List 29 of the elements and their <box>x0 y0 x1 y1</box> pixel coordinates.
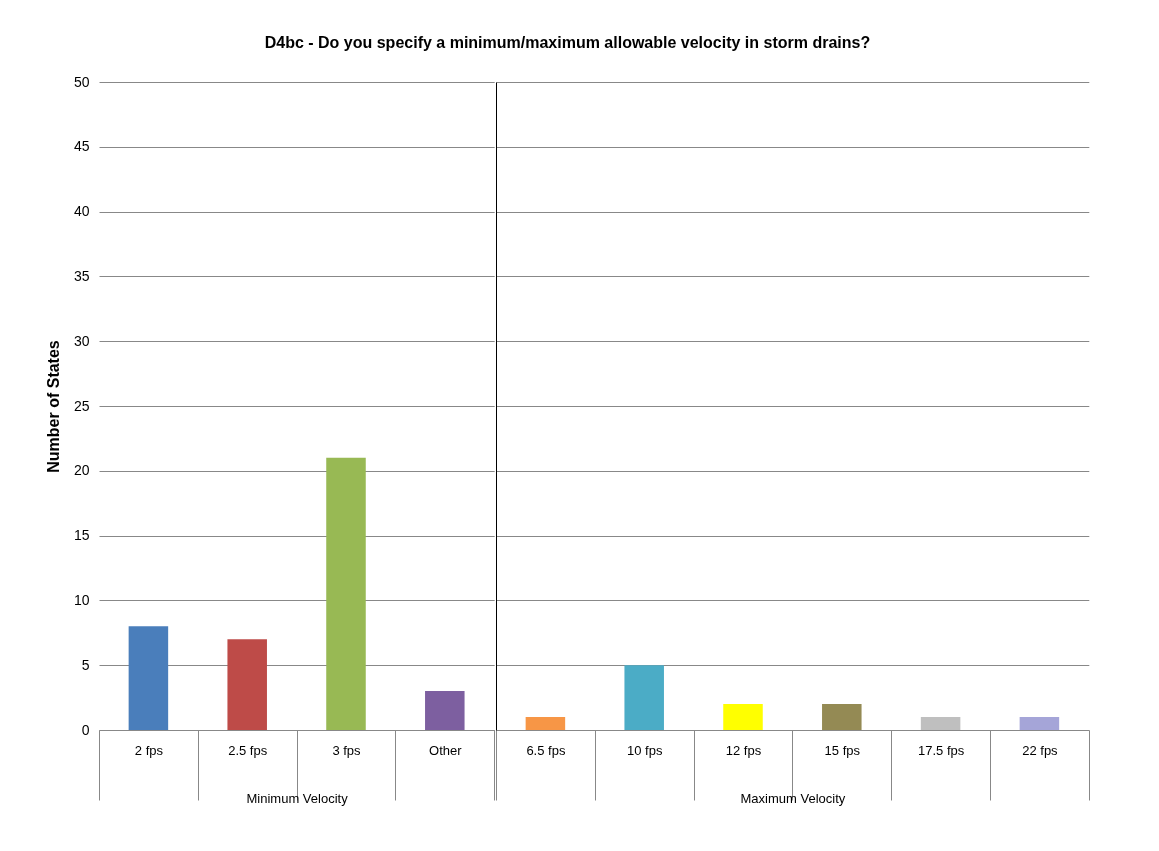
x-tick-label: 22 fps <box>1022 742 1059 758</box>
y-tick-label: 40 <box>73 203 90 220</box>
x-tick-label: 3 fps <box>332 742 362 758</box>
y-axis-title: Number of States <box>44 340 62 473</box>
y-tick-label: 50 <box>73 73 90 90</box>
bar <box>326 457 366 730</box>
text: D4bc - Do you specify a minimum/maximum allowable velocity in storm drains? <box>264 34 871 51</box>
y-tick-label: 0 <box>81 721 90 738</box>
y-tick-label: 35 <box>73 267 90 284</box>
y-tick-label: 15 <box>73 527 90 544</box>
bar <box>425 691 465 730</box>
x-tick-label: 6.5 fps <box>526 742 566 758</box>
y-tick-label: 30 <box>73 332 90 349</box>
bar <box>227 639 267 730</box>
x-tick-label: Other <box>429 742 463 758</box>
y-tick-label: 45 <box>73 138 90 155</box>
y-tick-label: 25 <box>73 397 90 414</box>
x-tick-label: 12 fps <box>725 742 762 758</box>
x-tick-label: 15 fps <box>824 742 861 758</box>
x-axis-title: Minimum Velocity <box>246 790 349 806</box>
bar <box>128 626 169 730</box>
y-tick-label: 10 <box>73 591 90 608</box>
x-axis-title: Maximum Velocity <box>740 790 846 806</box>
x-tick-label: 2 fps <box>134 742 164 758</box>
y-tick-label: 5 <box>81 656 90 673</box>
x-tick-label: 10 fps <box>626 742 663 758</box>
y-tick-label: 20 <box>73 462 90 479</box>
x-tick-label: 17.5 fps <box>917 742 965 758</box>
x-tick-label: 2.5 fps <box>228 742 268 758</box>
